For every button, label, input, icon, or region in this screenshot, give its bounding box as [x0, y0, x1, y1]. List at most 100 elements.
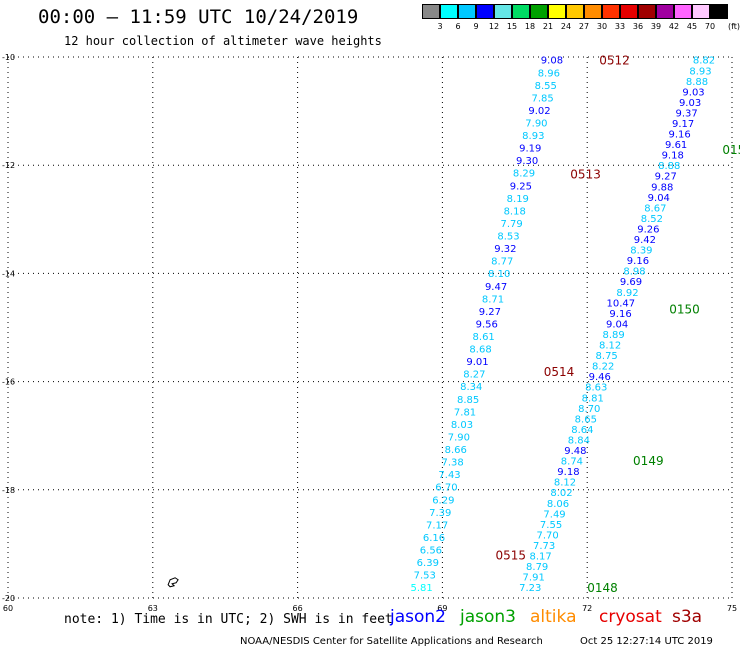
- footer-credit: NOAA/NESDIS Center for Satellite Applica…: [240, 636, 543, 647]
- wave-height-value: 9.46: [589, 372, 611, 383]
- wave-height-value: 8.02: [550, 488, 572, 499]
- wave-height-value: 8.84: [568, 435, 590, 446]
- wave-height-value: 9.27: [479, 307, 501, 318]
- wave-height-value: 9.32: [494, 244, 516, 255]
- map-grid: [7, 56, 733, 599]
- colorbar-label: 70: [704, 22, 716, 31]
- latitude-tick-label: -14: [2, 269, 15, 278]
- colorbar-label: 42: [668, 22, 680, 31]
- colorbar-label: 45: [686, 22, 698, 31]
- wave-height-value: 6.70: [435, 483, 457, 494]
- colorbar-label: 3: [437, 22, 443, 31]
- wave-height-value: 9.56: [476, 319, 498, 330]
- wave-height-value: 7.53: [414, 571, 436, 582]
- wave-height-value: 9.18: [662, 151, 684, 162]
- wave-height-value: 9.30: [516, 156, 538, 167]
- wave-height-value: 6.39: [417, 558, 439, 569]
- wave-height-value: 8.17: [530, 552, 552, 563]
- wave-height-value: 8.74: [561, 457, 583, 468]
- wave-height-value: 9.37: [675, 108, 697, 119]
- colorbar-unit: (ft): [727, 22, 740, 31]
- colorbar-label: 39: [650, 22, 662, 31]
- wave-height-value: 8.93: [689, 66, 711, 77]
- wave-height-value: 8.98: [623, 267, 645, 278]
- legend-cryosat: cryosat: [599, 607, 662, 627]
- wave-height-value: 7.90: [525, 118, 547, 129]
- colorbar-swatch: [656, 4, 674, 19]
- wave-height-value: 8.82: [693, 56, 715, 67]
- coastline: [167, 577, 179, 588]
- wave-height-value: 8.63: [585, 383, 607, 394]
- latitude-tick-label: -18: [2, 486, 15, 495]
- wave-height-value: 8.06: [547, 499, 569, 510]
- colorbar-swatch: [548, 4, 566, 19]
- colorbar-label: 9: [473, 22, 479, 31]
- colorbar-label: 30: [596, 22, 608, 31]
- wave-height-value: 8.10: [488, 269, 510, 280]
- colorbar-swatch: [494, 4, 512, 19]
- wave-height-value: 7.23: [519, 583, 541, 594]
- wave-height-value: 7.70: [536, 530, 558, 541]
- map-subtitle: 12 hour collection of altimeter wave hei…: [64, 34, 382, 48]
- wave-height-value: 9.47: [485, 282, 507, 293]
- colorbar-swatch: [566, 4, 584, 19]
- wave-height-value: 8.88: [686, 77, 708, 88]
- wave-height-value: 9.16: [609, 309, 631, 320]
- wave-height-value: 8.67: [644, 203, 666, 214]
- wave-height-value: 7.55: [540, 520, 562, 531]
- colorbar-swatch: [674, 4, 692, 19]
- colorbar-swatch: [512, 4, 530, 19]
- latitude-tick-label: -16: [2, 378, 15, 387]
- colorbar-label: 15: [506, 22, 518, 31]
- colorbar-swatch: [458, 4, 476, 19]
- pass-number-label: 0515: [495, 549, 526, 563]
- footer-timestamp: Oct 25 12:27:14 UTC 2019: [580, 636, 713, 647]
- wave-height-value: 7.39: [429, 508, 451, 519]
- wave-height-value: 8.89: [602, 330, 624, 341]
- colorbar-swatch: [476, 4, 494, 19]
- wave-height-value: 8.52: [641, 214, 663, 225]
- wave-height-value: 8.81: [582, 393, 604, 404]
- wave-height-value: 7.43: [438, 470, 460, 481]
- wave-height-value: 6.56: [420, 546, 442, 557]
- wave-height-value: 8.68: [469, 345, 491, 356]
- wave-height-value: 8.03: [451, 420, 473, 431]
- wave-height-value: 8.29: [513, 169, 535, 180]
- wave-height-value: 8.65: [575, 414, 597, 425]
- wave-height-value: 8.70: [578, 404, 600, 415]
- wave-height-value: 9.16: [627, 256, 649, 267]
- wave-height-value: 8.34: [460, 382, 482, 393]
- colorbar-label: 24: [560, 22, 572, 31]
- wave-height-value: 9.02: [528, 106, 550, 117]
- wave-height-value: 7.73: [533, 541, 555, 552]
- longitude-tick-label: 63: [148, 604, 158, 613]
- wave-height-value: 7.81: [454, 407, 476, 418]
- wave-height-value: 8.79: [526, 562, 548, 573]
- wave-height-value: 8.64: [571, 425, 593, 436]
- colorbar-swatch: [530, 4, 548, 19]
- wave-height-value: 9.42: [634, 235, 656, 246]
- wave-height-value: 7.90: [448, 432, 470, 443]
- wave-height-value: 8.96: [538, 68, 560, 79]
- pass-number-label: 0150: [669, 303, 700, 317]
- wave-height-value: 6.29: [432, 495, 454, 506]
- wave-height-value: 9.16: [669, 130, 691, 141]
- wave-height-value: 7.49: [543, 509, 565, 520]
- legend-s3a: s3a: [672, 607, 703, 627]
- wave-height-value: 6.16: [423, 533, 445, 544]
- colorbar-label: 12: [488, 22, 500, 31]
- wave-height-value: 8.39: [630, 246, 652, 257]
- wave-height-value: 7.85: [531, 93, 553, 104]
- wave-height-value: 10.47: [607, 298, 636, 309]
- wave-height-value: 8.12: [554, 478, 576, 489]
- latitude-tick-label: -12: [2, 161, 15, 170]
- colorbar-swatch: [584, 4, 602, 19]
- colorbar-swatch: [638, 4, 656, 19]
- colorbar-label: 18: [524, 22, 536, 31]
- wave-height-value: 8.19: [507, 194, 529, 205]
- colorbar-swatch: [602, 4, 620, 19]
- legend-jason3: jason3: [460, 607, 516, 627]
- wave-height-value: 8.18: [504, 206, 526, 217]
- pass-number-label: 0148: [587, 581, 618, 595]
- pass-number-label: 0151: [722, 143, 740, 157]
